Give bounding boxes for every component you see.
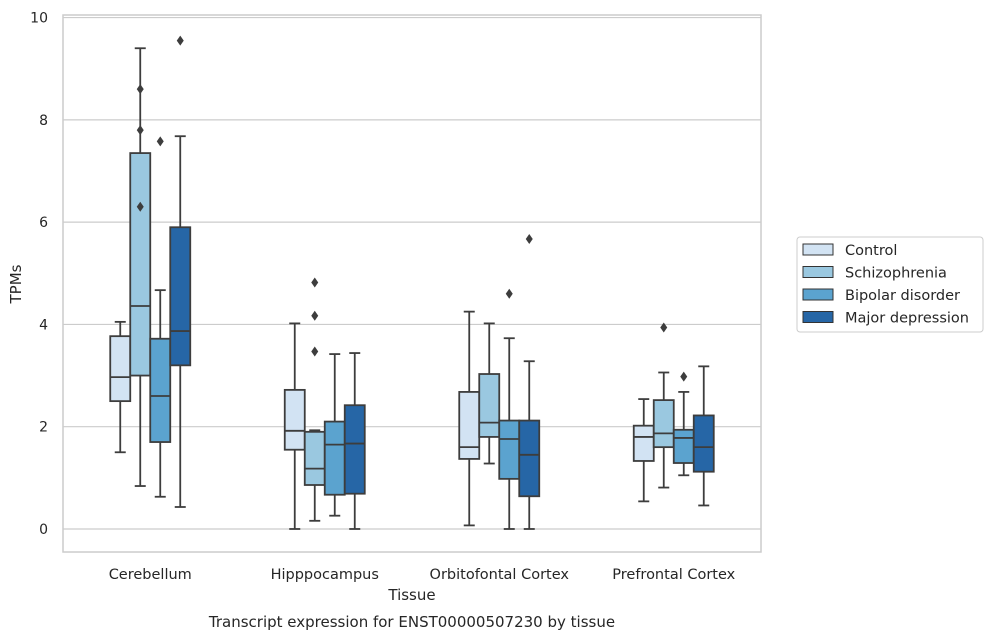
legend-label: Bipolar disorder [845, 288, 960, 304]
y-tick-labels: 0 2 4 6 8 10 [30, 11, 48, 538]
box [109, 335, 132, 403]
legend-swatch [802, 311, 834, 323]
box [632, 424, 655, 462]
box [478, 373, 501, 438]
box [458, 391, 481, 460]
box [283, 388, 306, 451]
legend-label: Major depression [845, 311, 969, 327]
box [518, 419, 541, 498]
x-axis-label: Tissue [387, 586, 435, 604]
legend-label: Schizophrenia [845, 266, 947, 282]
box [672, 428, 695, 464]
y-tick-label: 2 [39, 420, 48, 436]
legend-frame [796, 236, 984, 333]
box [323, 420, 346, 496]
box [652, 399, 675, 449]
x-tick-label: Orbitofontal Cortex [430, 567, 570, 583]
legend-swatch [802, 243, 834, 256]
boxes [109, 35, 715, 530]
plot-area [62, 14, 762, 553]
legend-swatch [802, 288, 834, 301]
x-tick-label: Cerebellum [109, 567, 192, 583]
outlier-point [660, 322, 668, 333]
outlier-point [136, 125, 144, 136]
outlier-point [311, 310, 319, 321]
y-axis-label: TPMs [7, 264, 25, 304]
box [169, 226, 192, 367]
y-tick-label: 4 [39, 317, 48, 333]
outlier-point [680, 371, 688, 382]
y-tick-label: 8 [39, 113, 48, 129]
outlier-point [156, 136, 164, 147]
outlier-point [136, 84, 144, 95]
outlier-point [176, 35, 184, 46]
legend-swatch [802, 266, 834, 278]
outlier-point [311, 346, 319, 357]
y-tick-label: 10 [30, 11, 48, 27]
chart-caption: Transcript expression for ENST0000050723… [208, 613, 615, 631]
outlier-point [136, 201, 144, 212]
box [498, 419, 521, 480]
x-tick-label: Prefrontal Cortex [612, 567, 735, 583]
box [343, 404, 366, 495]
legend-label: Control [845, 243, 897, 259]
x-tick-labels: Cerebellum Hipppocampus Orbitofontal Corte… [109, 567, 736, 583]
y-tick-label: 0 [39, 522, 48, 538]
outlier-point [311, 277, 319, 288]
x-tick-label: Hipppocampus [271, 567, 379, 583]
box [303, 430, 326, 486]
legend: Control Schizophrenia Bipolar disorder Majo… [796, 236, 984, 333]
box [129, 152, 152, 377]
y-tick-label: 6 [39, 215, 48, 231]
box [692, 414, 715, 473]
box [149, 337, 172, 443]
outlier-point [525, 234, 533, 245]
outlier-point [505, 288, 513, 299]
